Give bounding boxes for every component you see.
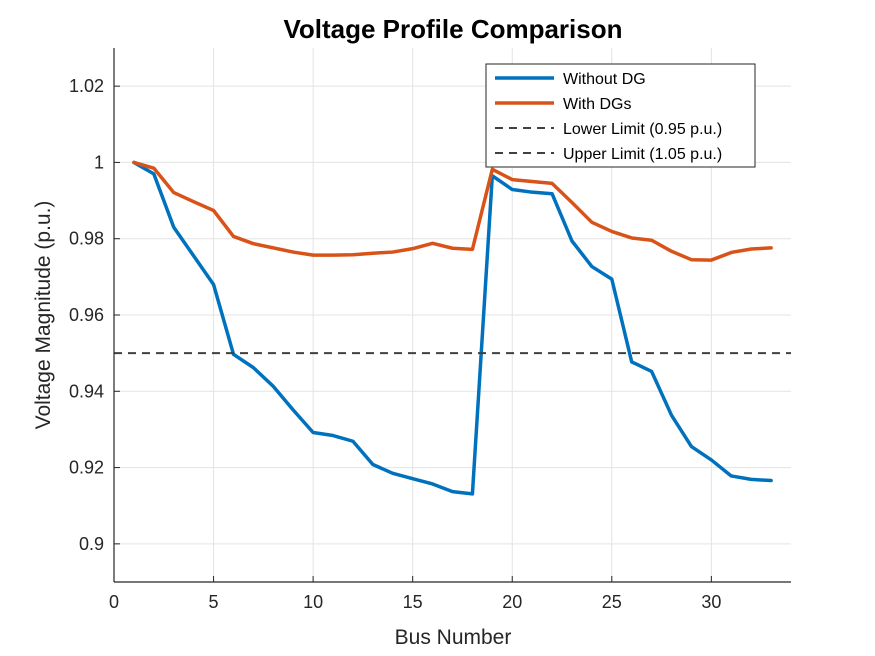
legend-entry-label: Lower Limit (0.95 p.u.) (563, 121, 722, 138)
legend-entry-label: With DGs (563, 96, 631, 113)
y-tick-label: 0.98 (69, 229, 104, 249)
chart-title: Voltage Profile Comparison (283, 14, 622, 44)
x-tick-label: 30 (701, 592, 721, 612)
grid-lines (113, 48, 791, 582)
x-tick-label: 20 (502, 592, 522, 612)
y-tick-labels: 0.9 0.92 0.94 0.96 0.98 1 1.02 (69, 76, 104, 554)
legend-box (485, 63, 756, 168)
y-axis-label: Voltage Magnitude (p.u.) (32, 201, 55, 430)
x-tick-labels: 0 5 10 15 20 25 30 (109, 592, 721, 612)
y-tick-label: 0.94 (69, 381, 104, 401)
x-tick-label: 10 (303, 592, 323, 612)
y-tick-label: 1 (94, 152, 104, 172)
y-tick-label: 0.96 (69, 305, 104, 325)
series-line-without-dg (132, 160, 773, 496)
x-axis-label: Bus Number (395, 626, 512, 649)
legend-entry-label: Upper Limit (1.05 p.u.) (563, 146, 722, 163)
y-tick-label: 0.9 (79, 534, 104, 554)
series-line-with-dgs (132, 160, 773, 262)
y-tick-label: 0.92 (69, 458, 104, 478)
x-tick-label: 0 (109, 592, 119, 612)
x-tick-label: 25 (602, 592, 622, 612)
x-tick-label: 5 (209, 592, 219, 612)
x-tick-label: 15 (403, 592, 423, 612)
legend: Without DG With DGs Lower Limit (0.95 p.u.… (485, 63, 756, 168)
legend-entry-label: Without DG (563, 71, 646, 88)
y-tick-label: 1.02 (69, 76, 104, 96)
axes (113, 48, 791, 583)
series-layer (114, 160, 791, 496)
